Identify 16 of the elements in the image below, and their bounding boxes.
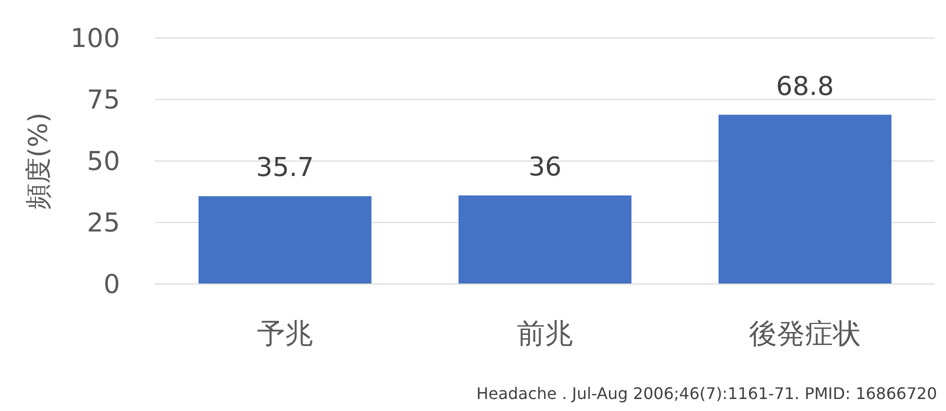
- data-label: 36: [528, 152, 562, 182]
- y-tick-label: 0: [103, 270, 120, 300]
- y-tick-label: 50: [86, 147, 120, 177]
- data-label: 35.7: [256, 153, 314, 184]
- y-tick-label: 25: [86, 208, 120, 238]
- bar: [198, 196, 372, 284]
- x-tick-label: 前兆: [517, 317, 573, 350]
- y-tick-label: 75: [86, 86, 120, 116]
- x-tick-label: 予兆: [257, 317, 313, 350]
- y-axis-title: 頻度(%): [24, 112, 54, 210]
- text: Headache . Jul-Aug 2006;46(7):1161-71. PMID: 16866720: [476, 384, 937, 403]
- x-tick-label: 後発症状: [749, 317, 861, 350]
- y-tick-label: 100: [70, 24, 120, 54]
- data-label: 68.8: [776, 72, 834, 102]
- bar: [718, 114, 892, 284]
- bar: [458, 195, 632, 284]
